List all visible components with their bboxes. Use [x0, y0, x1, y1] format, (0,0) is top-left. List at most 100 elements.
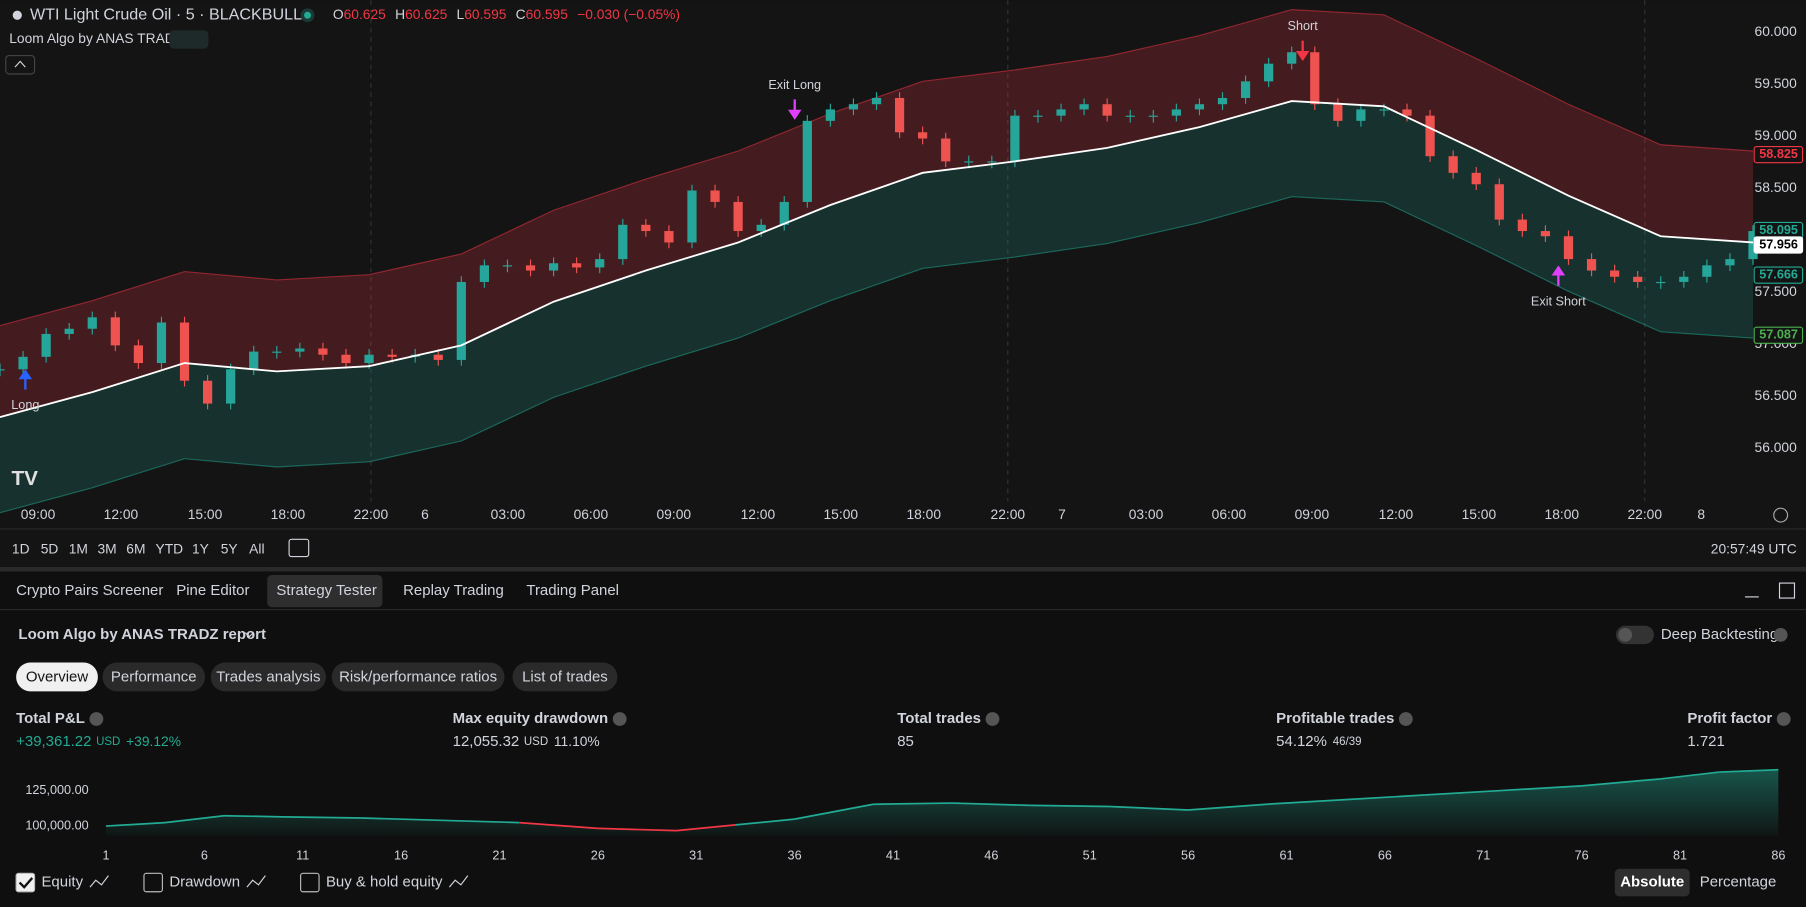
ohlc-value: 60.595	[526, 6, 569, 22]
ohlc-value: 60.625	[405, 6, 448, 22]
candle	[1725, 259, 1735, 266]
tab[interactable]: Strategy Tester	[276, 582, 376, 599]
range-button[interactable]: 6M	[126, 540, 145, 556]
signal-arrow	[1551, 265, 1566, 286]
ohlc-key: O	[333, 6, 344, 22]
candle	[1610, 270, 1620, 277]
clock: 20:57:49 UTC	[1711, 540, 1797, 556]
x-tick-label: 51	[1083, 848, 1097, 862]
x-tick-label: 06:00	[574, 506, 609, 522]
ohlc-key: C	[516, 6, 526, 22]
candle	[618, 224, 628, 260]
range-button[interactable]: All	[249, 540, 264, 556]
subtab[interactable]: Risk/performance ratios	[339, 668, 497, 685]
x-tick-label: 09:00	[21, 506, 56, 522]
report-title[interactable]: Loom Algo by ANAS TRADZ report	[18, 626, 266, 643]
subtab-bg[interactable]	[16, 662, 98, 692]
equity-line	[1030, 804, 1110, 808]
signal-arrow	[787, 99, 802, 120]
tab[interactable]: Crypto Pairs Screener	[16, 582, 163, 599]
help-icon[interactable]	[1773, 627, 1788, 642]
info-icon[interactable]	[612, 712, 627, 726]
info-icon[interactable]	[1776, 712, 1791, 726]
signal-label: Exit Short	[1531, 294, 1586, 308]
legend-label[interactable]: Buy & hold equity	[326, 873, 443, 890]
mode[interactable]: Absolute	[1620, 873, 1684, 890]
subtab-bg[interactable]	[210, 662, 326, 692]
range-button[interactable]: 5Y	[221, 540, 238, 556]
subtab-bg[interactable]	[102, 662, 206, 692]
lower-line	[0, 196, 1754, 514]
metric-unit: USD	[96, 736, 120, 748]
candle	[1379, 109, 1389, 111]
subtab[interactable]: Trades analysis	[216, 668, 320, 685]
tab[interactable]: Pine Editor	[176, 582, 249, 599]
x-tick-label: 36	[788, 848, 802, 862]
equity-line	[1424, 789, 1503, 796]
checkbox[interactable]	[300, 872, 320, 893]
subtab-bg[interactable]	[331, 662, 505, 692]
x-tick-label: 18:00	[1545, 506, 1580, 522]
metrics: Total P&L +39,361.22 USD +39.12% Max equity …	[16, 710, 1791, 750]
status-dot-core	[304, 11, 311, 19]
x-tick-label: 15:00	[824, 506, 859, 522]
candle	[1656, 281, 1666, 284]
candle	[641, 224, 651, 232]
metric-number: 85	[897, 733, 914, 750]
mode[interactable]: Percentage	[1700, 873, 1777, 890]
legend-label[interactable]: Drawdown	[169, 873, 240, 890]
equity-area	[105, 769, 1779, 836]
info-icon[interactable]	[1398, 712, 1413, 726]
metric-value: 1.721	[1687, 733, 1724, 750]
tab[interactable]: Replay Trading	[403, 582, 504, 599]
candle	[987, 161, 997, 163]
candle	[87, 317, 97, 329]
x-tick-label: 1	[102, 848, 109, 862]
basis-line	[0, 100, 1754, 418]
checkbox[interactable]	[143, 872, 163, 893]
x-tick-label: 06:00	[1212, 506, 1247, 522]
candle	[156, 322, 167, 364]
tab[interactable]: Trading Panel	[526, 582, 619, 599]
subtab[interactable]: Overview	[26, 668, 89, 685]
collapse-button[interactable]	[5, 54, 36, 75]
info-icon[interactable]	[89, 712, 104, 726]
range-button[interactable]: 1Y	[192, 540, 209, 556]
candle	[664, 231, 674, 243]
range-button[interactable]: 5D	[41, 540, 59, 556]
indicator-icons[interactable]	[169, 30, 209, 49]
y-tick-label: 59.500	[1755, 75, 1798, 91]
candle	[687, 190, 697, 243]
subtab[interactable]: List of trades	[522, 668, 608, 685]
modes: Absolute Percentage	[1614, 868, 1777, 897]
subtab-bg[interactable]	[512, 662, 618, 692]
candle	[502, 265, 513, 267]
candle	[756, 224, 766, 232]
calendar-icon[interactable]	[288, 538, 310, 558]
range-button[interactable]: 3M	[98, 540, 117, 556]
range-button[interactable]: YTD	[156, 540, 184, 556]
ohlc-key: H	[395, 6, 405, 22]
candle	[1563, 236, 1574, 260]
range-button[interactable]: 1D	[12, 540, 30, 556]
ohlc-key: L	[457, 6, 465, 22]
info-icon[interactable]	[985, 712, 1000, 726]
legend-label[interactable]: Equity	[41, 873, 83, 890]
candle	[1010, 115, 1020, 162]
panel-bg	[0, 571, 1806, 907]
settings-icon[interactable]	[1773, 507, 1789, 523]
maximize-icon[interactable]	[1778, 582, 1796, 599]
x-tick-label: 12:00	[1379, 506, 1414, 522]
candle	[433, 354, 443, 360]
range-button[interactable]: 1M	[69, 540, 88, 556]
symbol-icon	[12, 10, 22, 20]
checkbox[interactable]	[15, 872, 36, 893]
equity-line	[873, 802, 953, 806]
metric-label: Max equity drawdown	[453, 710, 609, 727]
subtab[interactable]: Performance	[111, 668, 197, 685]
signal-label: Long	[11, 398, 39, 412]
candle	[1194, 104, 1205, 110]
x-tick-label: 86	[1771, 848, 1785, 862]
equity-line	[794, 803, 874, 821]
candle	[1494, 184, 1504, 220]
